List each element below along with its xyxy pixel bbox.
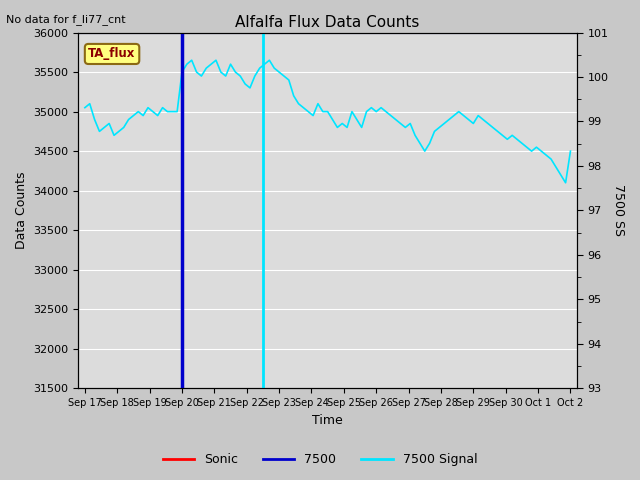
Y-axis label: Data Counts: Data Counts — [15, 172, 28, 249]
X-axis label: Time: Time — [312, 414, 343, 427]
Title: Alfalfa Flux Data Counts: Alfalfa Flux Data Counts — [236, 15, 420, 30]
Legend: Sonic, 7500, 7500 Signal: Sonic, 7500, 7500 Signal — [158, 448, 482, 471]
Text: TA_flux: TA_flux — [88, 48, 136, 60]
Y-axis label: 7500 SS: 7500 SS — [612, 184, 625, 237]
Text: No data for f_li77_cnt: No data for f_li77_cnt — [6, 13, 126, 24]
